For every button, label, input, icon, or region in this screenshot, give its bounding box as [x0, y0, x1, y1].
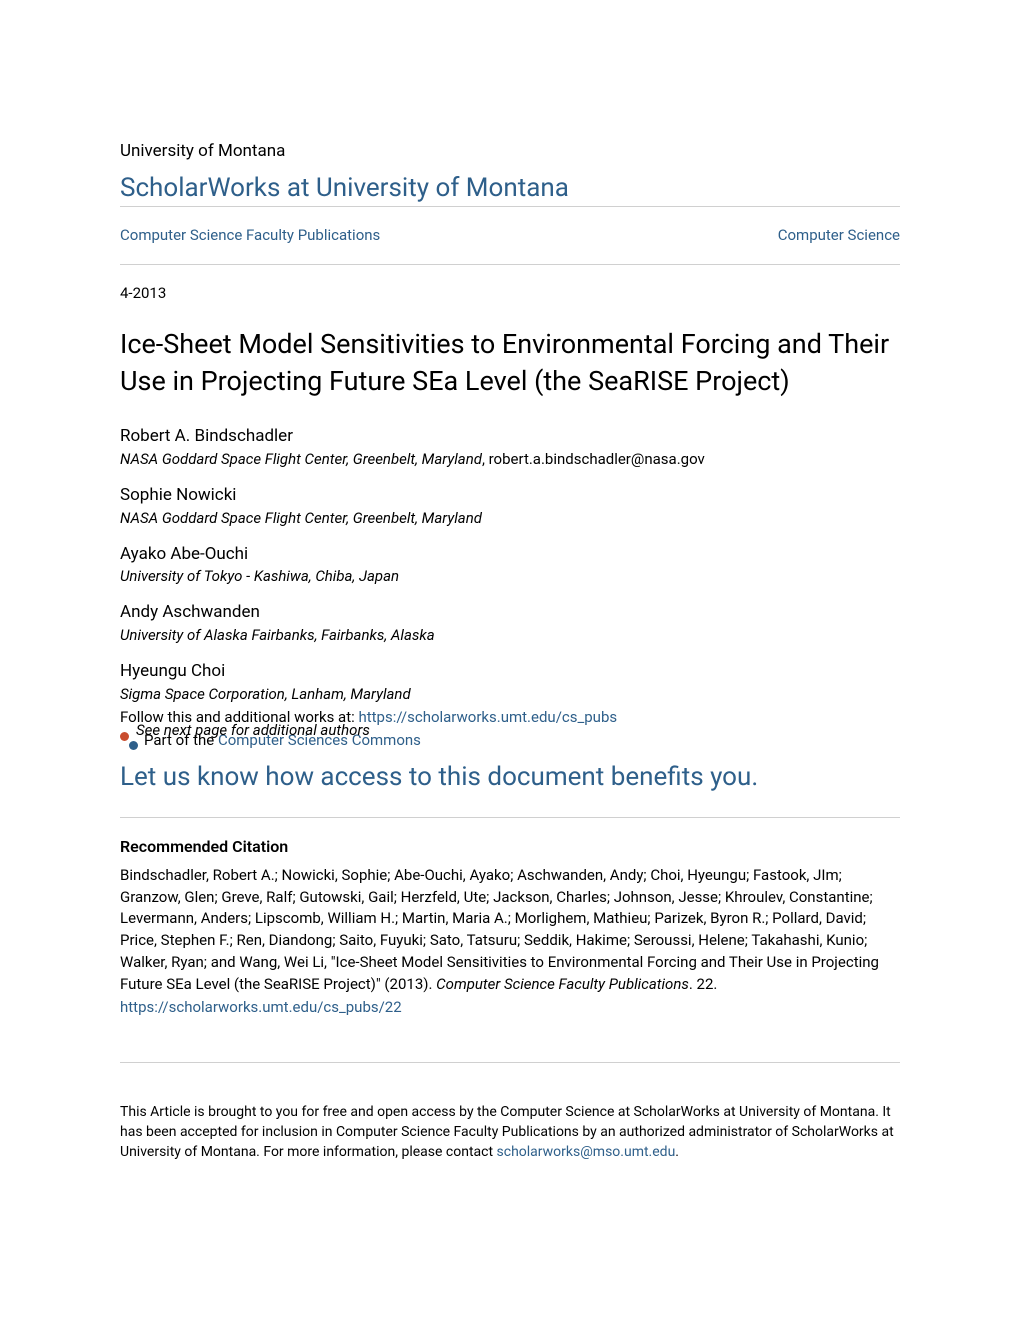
author-affiliation: University of Alaska Fairbanks, Fairbank… — [120, 625, 900, 646]
institution-name: University of Montana — [120, 140, 900, 164]
see-next-note: See next page for additional authors — [136, 720, 370, 741]
author-name: Andy Aschwanden — [120, 601, 900, 625]
author-block: Andy Aschwanden University of Alaska Fai… — [120, 601, 900, 646]
author-block: Hyeungu Choi Sigma Space Corporation, La… — [120, 660, 900, 705]
author-affiliation: NASA Goddard Space Flight Center, Greenb… — [120, 449, 900, 470]
follow-link[interactable]: https://scholarworks.umt.edu/cs_pubs — [358, 708, 617, 726]
author-name: Ayako Abe-Ouchi — [120, 543, 900, 567]
part-of-row: See next page for additional authors Par… — [120, 730, 900, 751]
author-block: Sophie Nowicki NASA Goddard Space Flight… — [120, 484, 900, 529]
divider — [120, 206, 900, 207]
author-name: Robert A. Bindschadler — [120, 425, 900, 449]
contact-email[interactable]: scholarworks@mso.umt.edu — [497, 1144, 676, 1160]
divider — [120, 264, 900, 265]
footer-text: This Article is brought to you for free … — [120, 1103, 900, 1162]
author-affiliation: Sigma Space Corporation, Lanham, Marylan… — [120, 684, 900, 705]
author-affiliation: University of Tokyo - Kashiwa, Chiba, Ja… — [120, 566, 900, 587]
benefits-link[interactable]: Let us know how access to this document … — [120, 759, 900, 795]
publication-date: 4-2013 — [120, 283, 900, 304]
repository-link[interactable]: ScholarWorks at University of Montana — [120, 173, 569, 203]
author-name: Hyeungu Choi — [120, 660, 900, 684]
author-name: Sophie Nowicki — [120, 484, 900, 508]
breadcrumb-nav: Computer Science Faculty Publications Co… — [120, 225, 900, 246]
department-link[interactable]: Computer Science — [778, 225, 900, 246]
network-icon — [120, 732, 138, 750]
author-block: Ayako Abe-Ouchi University of Tokyo - Ka… — [120, 543, 900, 588]
citation-text: Bindschadler, Robert A.; Nowicki, Sophie… — [120, 865, 900, 996]
author-block: Robert A. Bindschadler NASA Goddard Spac… — [120, 425, 900, 470]
divider — [120, 1062, 900, 1063]
author-affiliation: NASA Goddard Space Flight Center, Greenb… — [120, 508, 900, 529]
article-title: Ice-Sheet Model Sensitivities to Environ… — [120, 326, 900, 399]
citation-url[interactable]: https://scholarworks.umt.edu/cs_pubs/22 — [120, 997, 900, 1018]
collection-link[interactable]: Computer Science Faculty Publications — [120, 225, 380, 246]
divider — [120, 817, 900, 818]
citation-heading: Recommended Citation — [120, 836, 900, 858]
